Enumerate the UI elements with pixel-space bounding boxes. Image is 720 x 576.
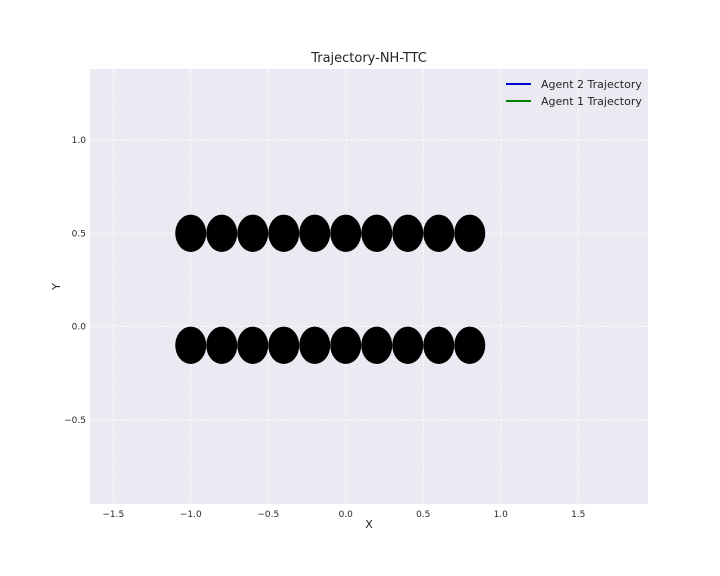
x-tick-label: −1.0 bbox=[180, 510, 202, 520]
trajectory-point bbox=[206, 214, 238, 252]
trajectory-point bbox=[361, 214, 393, 252]
trajectory-point bbox=[392, 326, 424, 364]
trajectory-point bbox=[454, 214, 486, 252]
trajectory-point bbox=[299, 214, 331, 252]
x-tick-label: −0.5 bbox=[257, 510, 279, 520]
x-tick-label: 0.5 bbox=[416, 510, 430, 520]
trajectory-point bbox=[423, 326, 455, 364]
trajectory-point bbox=[237, 214, 269, 252]
y-tick-label: 0.5 bbox=[72, 229, 86, 239]
trajectory-point bbox=[361, 326, 393, 364]
legend-item: Agent 1 Trajectory bbox=[506, 95, 642, 108]
legend-item: Agent 2 Trajectory bbox=[506, 78, 642, 91]
y-tick-label: 0.0 bbox=[72, 323, 87, 333]
legend-label: Agent 1 Trajectory bbox=[541, 95, 642, 108]
trajectory-point bbox=[392, 214, 424, 252]
series-2 bbox=[175, 326, 486, 364]
x-tick-label: 0.0 bbox=[339, 510, 354, 520]
chart-title: Trajectory-NH-TTC bbox=[310, 51, 427, 66]
x-tick-label: −1.5 bbox=[102, 510, 124, 520]
trajectory-point bbox=[268, 326, 300, 364]
legend-label: Agent 2 Trajectory bbox=[541, 78, 642, 91]
trajectory-point bbox=[299, 326, 331, 364]
y-axis-ticks: −0.5 0.0 0.5 1.0 bbox=[64, 136, 86, 426]
trajectory-point bbox=[237, 326, 269, 364]
x-axis-label: X bbox=[365, 518, 373, 531]
trajectory-point bbox=[454, 326, 486, 364]
y-tick-label: −0.5 bbox=[64, 416, 86, 426]
x-tick-label: 1.0 bbox=[494, 510, 509, 520]
plot-area bbox=[90, 69, 648, 504]
trajectory-point bbox=[175, 326, 207, 364]
trajectory-point bbox=[175, 214, 207, 252]
trajectory-point bbox=[206, 326, 238, 364]
x-tick-label: 1.5 bbox=[571, 510, 585, 520]
x-axis-ticks: −1.5 −1.0 −0.5 0.0 0.5 1.0 1.5 bbox=[102, 510, 585, 520]
trajectory-point bbox=[423, 214, 455, 252]
y-axis-label: Y bbox=[50, 283, 63, 291]
trajectory-point bbox=[330, 214, 362, 252]
series-1 bbox=[175, 214, 486, 252]
trajectory-point bbox=[268, 214, 300, 252]
markers-layer bbox=[175, 214, 486, 364]
legend: Agent 2 Trajectory Agent 1 Trajectory bbox=[506, 78, 642, 108]
y-tick-label: 1.0 bbox=[72, 136, 87, 146]
trajectory-point bbox=[330, 326, 362, 364]
